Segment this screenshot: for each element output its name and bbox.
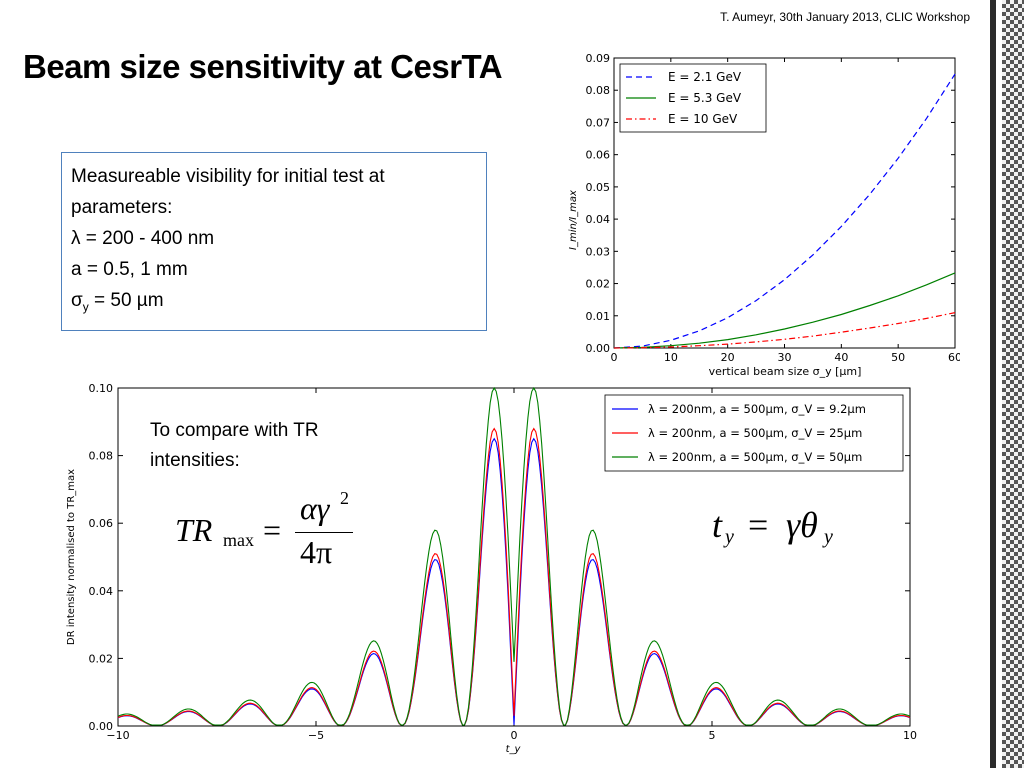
slide-title: Beam size sensitivity at CesrTA — [23, 48, 503, 85]
dr-intensity-chart: −10 −5 0 5 10 0.00 0.02 0.04 0.06 0.08 0.10 λ = 20… — [66, 382, 917, 755]
chart1-xtick-label: 50 — [891, 351, 905, 364]
chart1-xtick-label: 60 — [948, 351, 960, 364]
sensitivity-chart: 0 10 20 30 40 50 60 0.00 0.01 0.02 0.03 0.04 0.05 0.0… — [568, 52, 960, 378]
chart1-xtick-label: 30 — [778, 351, 792, 364]
trmax-eq: = — [263, 512, 282, 548]
chart1-xtick-label: 40 — [834, 351, 848, 364]
chart1-legend-label: E = 2.1 GeV — [668, 70, 742, 84]
chart1-ytick-label: 0.03 — [586, 245, 611, 258]
chart1-legend: E = 2.1 GeV E = 5.3 GeV E = 10 GeV — [619, 63, 767, 133]
ty-equation: t y = γθ y — [712, 504, 852, 554]
trmax-numerator: αγ — [300, 490, 330, 526]
chart1-series-line — [613, 312, 956, 349]
chart2-series-line — [117, 437, 911, 726]
comparison-note: To compare with TR intensities: — [150, 416, 319, 476]
chart2-series-line — [117, 427, 911, 726]
chart2-ylabel: DR intensity normalised to TR_max — [66, 469, 77, 645]
chart1-ytick-label: 0.06 — [586, 149, 611, 162]
chart2-ytick-label: 0.00 — [89, 720, 114, 733]
chart1-ytick-label: 0.00 — [586, 342, 611, 355]
trmax-sub: max — [223, 530, 254, 550]
sigma-value: = 50 µm — [88, 290, 164, 311]
chart2-ytick-label: 0.04 — [89, 585, 114, 598]
chart1-ytick-label: 0.05 — [586, 181, 611, 194]
info-line-1: Measureable visibility for initial test … — [71, 166, 385, 187]
chart1-xtick-label: 10 — [664, 351, 678, 364]
info-line-2: parameters: — [71, 197, 173, 218]
ty-rhs-sub: y — [824, 526, 833, 548]
ty-rhs: γθ — [786, 505, 818, 545]
trmax-num-sup: 2 — [340, 488, 349, 508]
info-line-5: σy = 50 µm — [71, 285, 477, 323]
chart1-series-line — [613, 73, 956, 349]
chart2-xtick-label: 5 — [709, 729, 716, 742]
chart2-xtick-label: −5 — [308, 729, 324, 742]
chart2-legend-label: λ = 200nm, a = 500µm, σ_V = 25µm — [648, 426, 862, 440]
chart2-ytick-label: 0.10 — [89, 382, 114, 395]
trmax-lhs: TR — [175, 512, 213, 548]
trmax-denominator: 4π — [300, 534, 333, 570]
chart2-series-line — [117, 386, 911, 726]
chart1-ytick-label: 0.02 — [586, 278, 611, 291]
comparison-line-2: intensities: — [150, 450, 240, 471]
chart1-ytick-label: 0.09 — [586, 52, 611, 65]
fraction-bar — [295, 532, 353, 533]
ty-eq: = — [748, 505, 769, 545]
chart1-series-line — [613, 272, 956, 349]
ty-lhs: t — [712, 505, 723, 545]
chart1-ytick-label: 0.01 — [586, 310, 611, 323]
chart1-ytick-label: 0.07 — [586, 116, 611, 129]
info-line-3: λ = 200 - 400 nm — [71, 228, 215, 249]
chart2-ytick-label: 0.06 — [89, 517, 114, 530]
info-line-4: a = 0.5, 1 mm — [71, 259, 188, 280]
chart2-xtick-label: −10 — [106, 729, 129, 742]
chart1-ytick-label: 0.08 — [586, 84, 611, 97]
chart1-xtick-label: 0 — [611, 351, 618, 364]
header-text: T. Aumeyr, 30th January 2013, CLIC Works… — [720, 10, 970, 24]
chart1-legend-label: E = 10 GeV — [668, 112, 738, 126]
chart2-legend: λ = 200nm, a = 500µm, σ_V = 9.2µm λ = 200… — [604, 394, 904, 472]
chart1-ytick-label: 0.04 — [586, 213, 611, 226]
chart2-xtick-label: 10 — [903, 729, 917, 742]
chart2-xlabel: t_y — [506, 744, 522, 755]
chart1-xlabel: vertical beam size σ_y [µm] — [709, 365, 862, 378]
info-box: Measureable visibility for initial test … — [61, 152, 487, 331]
ty-sub: y — [725, 526, 734, 548]
chart2-ytick-label: 0.02 — [89, 652, 114, 665]
chart2-legend-label: λ = 200nm, a = 500µm, σ_V = 9.2µm — [648, 402, 866, 416]
decorative-border — [990, 0, 1024, 768]
chart2-ytick-label: 0.08 — [89, 450, 114, 463]
trmax-equation: TR max = αγ 2 4π — [175, 488, 365, 580]
chart2-xtick-label: 0 — [511, 729, 518, 742]
chart2-legend-label: λ = 200nm, a = 500µm, σ_V = 50µm — [648, 450, 862, 464]
chart1-ylabel: I_min/I_max — [568, 190, 579, 250]
chart1-xtick-label: 20 — [721, 351, 735, 364]
comparison-line-1: To compare with TR — [150, 420, 319, 441]
sigma-symbol: σ — [71, 290, 83, 311]
chart1-legend-label: E = 5.3 GeV — [668, 91, 742, 105]
sigma-subscript: y — [82, 299, 89, 314]
